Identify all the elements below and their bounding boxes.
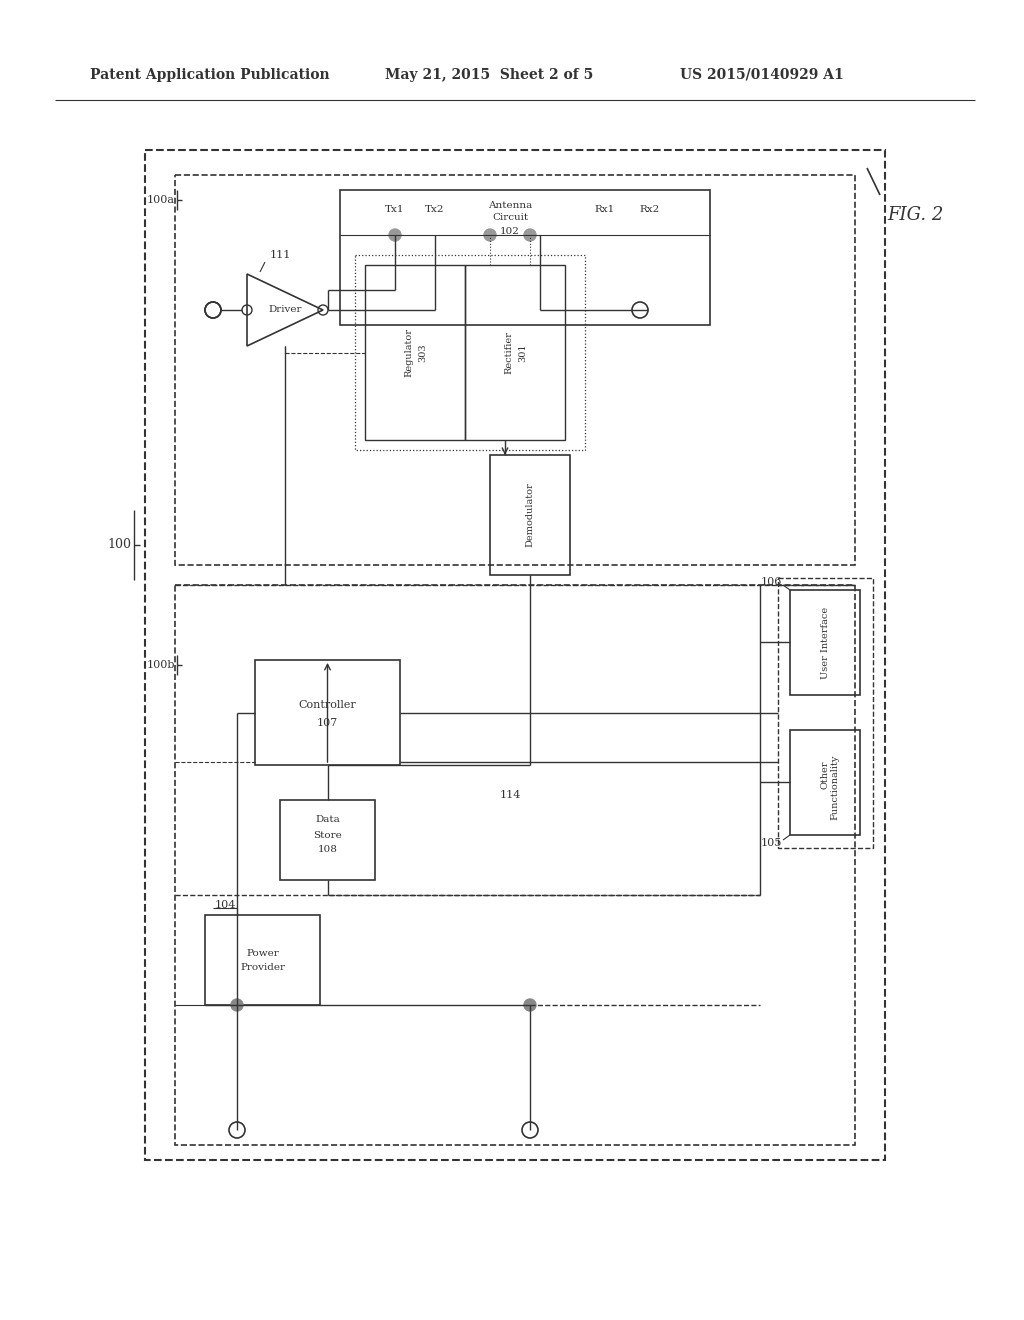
Text: Tx1: Tx1 (385, 206, 404, 214)
Text: Store: Store (313, 830, 342, 840)
Bar (175, 585, 855, 1144)
Bar (205, 915, 319, 1005)
Text: 100b: 100b (146, 660, 175, 671)
Text: 105: 105 (761, 838, 782, 847)
Text: Patent Application Publication: Patent Application Publication (90, 69, 330, 82)
Bar (280, 800, 375, 880)
Text: 100: 100 (106, 539, 131, 552)
Text: Regulator: Regulator (404, 327, 414, 378)
Text: 111: 111 (270, 249, 292, 260)
Text: Antenna: Antenna (487, 201, 532, 210)
Circle shape (484, 228, 496, 242)
Bar (490, 455, 570, 576)
Bar (175, 176, 855, 565)
Circle shape (231, 999, 243, 1011)
Circle shape (524, 228, 536, 242)
Bar (255, 660, 400, 766)
Text: 102: 102 (500, 227, 520, 235)
Bar (778, 578, 873, 847)
Bar (340, 190, 710, 325)
Text: Provider: Provider (240, 964, 285, 973)
Text: Other: Other (820, 760, 829, 789)
Bar (365, 265, 465, 440)
Text: Rx1: Rx1 (595, 206, 615, 214)
Text: US 2015/0140929 A1: US 2015/0140929 A1 (680, 69, 844, 82)
Text: Demodulator: Demodulator (525, 483, 535, 548)
Text: 107: 107 (316, 718, 338, 727)
Bar (790, 730, 860, 836)
Text: Rectifier: Rectifier (505, 331, 513, 374)
Text: 108: 108 (317, 846, 338, 854)
Text: Tx2: Tx2 (425, 206, 444, 214)
Text: 301: 301 (518, 343, 527, 362)
Bar (790, 590, 860, 696)
Text: Power: Power (246, 949, 279, 957)
Circle shape (389, 228, 401, 242)
Text: 303: 303 (419, 343, 427, 362)
Text: 114: 114 (500, 789, 521, 800)
Text: User Interface: User Interface (820, 606, 829, 678)
Text: 106: 106 (761, 577, 782, 587)
Bar (465, 265, 565, 440)
Text: 100a: 100a (147, 195, 175, 205)
Bar (145, 150, 885, 1160)
Text: 104: 104 (215, 900, 237, 909)
Text: Data: Data (315, 816, 340, 825)
Text: Circuit: Circuit (492, 214, 528, 223)
Text: Rx2: Rx2 (640, 206, 660, 214)
Text: Functionality: Functionality (830, 755, 840, 820)
Text: Driver: Driver (268, 305, 302, 314)
Circle shape (524, 999, 536, 1011)
Bar (355, 255, 585, 450)
Text: FIG. 2: FIG. 2 (887, 206, 943, 224)
Text: May 21, 2015  Sheet 2 of 5: May 21, 2015 Sheet 2 of 5 (385, 69, 593, 82)
Text: Controller: Controller (299, 700, 356, 710)
